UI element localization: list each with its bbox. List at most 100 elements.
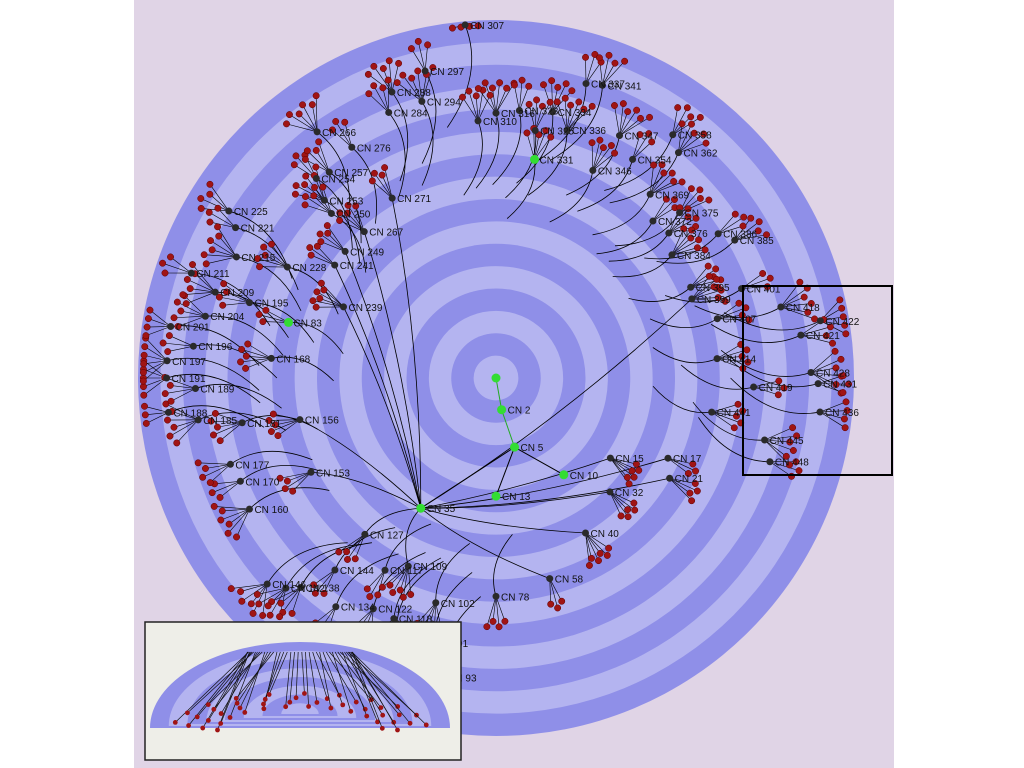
hub-node[interactable] [563, 126, 571, 134]
leaf-node[interactable] [313, 242, 321, 250]
leaf-node[interactable] [364, 70, 372, 78]
leaf-node[interactable] [370, 62, 378, 70]
leaf-node[interactable] [605, 51, 613, 59]
leaf-node[interactable] [585, 561, 593, 569]
leaf-node[interactable] [554, 83, 562, 91]
hub-node[interactable] [713, 355, 721, 363]
leaf-node[interactable] [713, 275, 721, 283]
leaf-node[interactable] [170, 423, 178, 431]
leaf-node[interactable] [289, 487, 297, 495]
leaf-node[interactable] [312, 92, 320, 100]
hub-node[interactable] [164, 408, 172, 416]
leaf-node[interactable] [786, 438, 794, 446]
leaf-node[interactable] [319, 183, 327, 191]
leaf-node[interactable] [225, 520, 233, 528]
hub-node[interactable] [761, 436, 769, 444]
hub-node[interactable] [708, 408, 716, 416]
hub-node[interactable] [432, 599, 440, 607]
leaf-node[interactable] [745, 316, 753, 324]
leaf-node[interactable] [281, 485, 289, 493]
leaf-node[interactable] [637, 114, 644, 122]
leaf-node[interactable] [553, 98, 561, 106]
leaf-node[interactable] [218, 507, 226, 515]
leaf-node[interactable] [310, 581, 318, 589]
leaf-node[interactable] [182, 300, 190, 308]
leaf-node[interactable] [603, 551, 611, 559]
hub-node[interactable] [225, 207, 233, 215]
leaf-node[interactable] [233, 533, 240, 541]
leaf-node[interactable] [538, 102, 546, 110]
leaf-node[interactable] [368, 177, 376, 185]
leaf-node[interactable] [208, 246, 216, 254]
hub-node[interactable] [418, 97, 426, 105]
leaf-node[interactable] [292, 182, 300, 190]
leaf-node[interactable] [684, 470, 692, 477]
leaf-node[interactable] [217, 516, 225, 524]
leaf-node[interactable] [313, 288, 321, 296]
leaf-node[interactable] [173, 298, 181, 306]
leaf-node[interactable] [189, 261, 196, 268]
leaf-node[interactable] [841, 424, 849, 432]
leaf-node[interactable] [237, 588, 245, 596]
leaf-node[interactable] [687, 113, 695, 121]
leaf-node[interactable] [836, 296, 844, 304]
leaf-node[interactable] [211, 409, 219, 417]
leaf-node[interactable] [215, 232, 223, 240]
leaf-node[interactable] [140, 360, 148, 368]
hub-node[interactable] [599, 81, 607, 89]
leaf-node[interactable] [630, 499, 638, 507]
leaf-node[interactable] [202, 465, 209, 472]
leaf-node[interactable] [267, 428, 275, 435]
leaf-node[interactable] [216, 437, 224, 445]
leaf-node[interactable] [474, 85, 482, 93]
leaf-node[interactable] [166, 381, 174, 389]
hub-node[interactable] [307, 468, 315, 476]
leaf-node[interactable] [276, 613, 284, 621]
leaf-node[interactable] [332, 118, 340, 125]
leaf-node[interactable] [611, 149, 618, 157]
leaf-node[interactable] [224, 529, 232, 537]
leaf-node[interactable] [194, 459, 202, 467]
leaf-node[interactable] [219, 301, 227, 309]
leaf-node[interactable] [206, 190, 214, 198]
leaf-node[interactable] [744, 358, 752, 366]
leaf-node[interactable] [214, 204, 222, 212]
leaf-node[interactable] [775, 377, 783, 385]
hub-node[interactable] [531, 126, 539, 134]
leaf-node[interactable] [717, 286, 725, 294]
leaf-node[interactable] [796, 278, 804, 286]
leaf-node[interactable] [142, 332, 150, 340]
leaf-node[interactable] [599, 144, 607, 152]
leaf-node[interactable] [501, 617, 509, 625]
hub-node[interactable] [283, 263, 291, 271]
leaf-node[interactable] [547, 133, 555, 141]
hub-node[interactable] [361, 530, 369, 538]
hub-node[interactable] [666, 474, 674, 482]
leaf-node[interactable] [684, 213, 692, 221]
leaf-node[interactable] [548, 77, 556, 85]
leaf-node[interactable] [567, 101, 575, 109]
leaf-node[interactable] [254, 255, 261, 263]
leaf-node[interactable] [206, 479, 214, 487]
leaf-node[interactable] [692, 214, 700, 222]
core-node[interactable] [497, 405, 507, 415]
leaf-node[interactable] [384, 76, 392, 84]
hub-node[interactable] [348, 143, 356, 151]
leaf-node[interactable] [266, 611, 274, 619]
leaf-node[interactable] [142, 419, 150, 427]
leaf-node[interactable] [628, 467, 636, 475]
leaf-node[interactable] [302, 172, 310, 180]
zoom-selection-box[interactable] [742, 285, 893, 476]
leaf-node[interactable] [495, 623, 503, 631]
leaf-node[interactable] [842, 398, 850, 406]
leaf-node[interactable] [301, 181, 309, 189]
leaf-node[interactable] [739, 222, 747, 230]
leaf-node[interactable] [167, 397, 175, 405]
leaf-node[interactable] [510, 81, 518, 89]
leaf-node[interactable] [197, 205, 205, 212]
hub-node[interactable] [332, 603, 340, 611]
leaf-node[interactable] [624, 506, 632, 514]
hub-node[interactable] [688, 295, 696, 303]
leaf-node[interactable] [399, 593, 407, 601]
